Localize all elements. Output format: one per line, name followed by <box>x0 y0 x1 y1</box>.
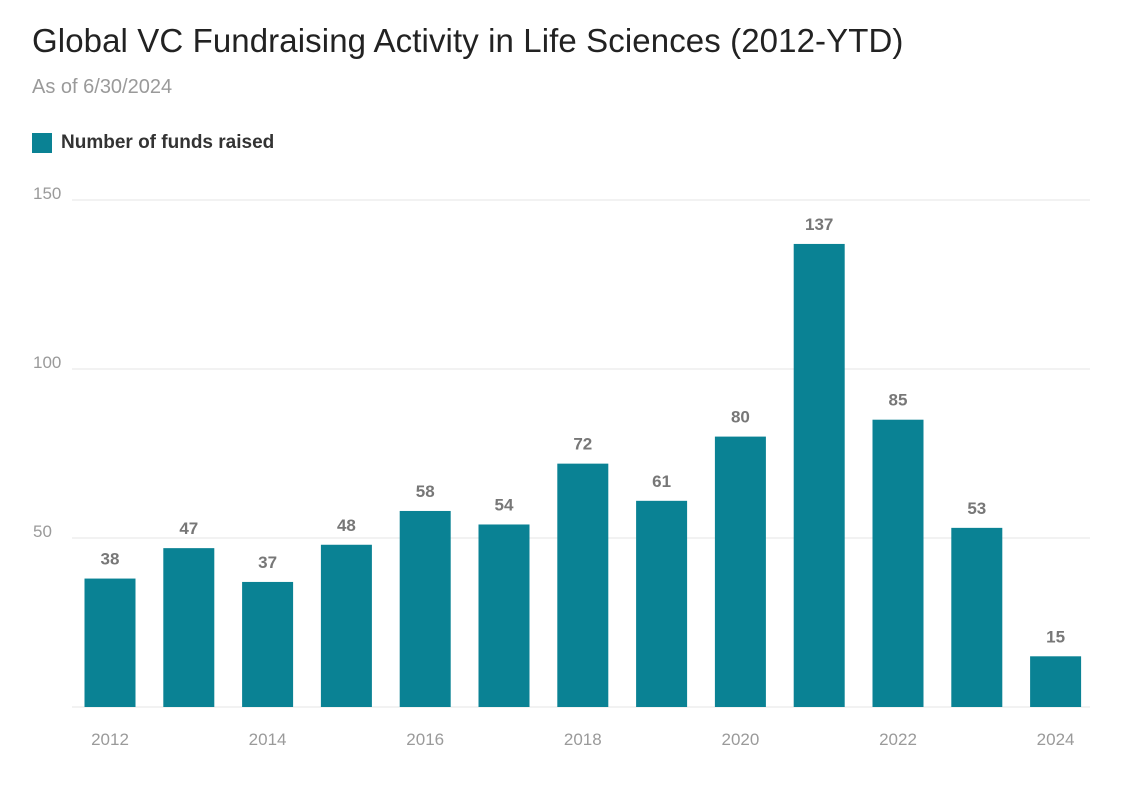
data-label: 15 <box>1046 627 1065 646</box>
bar <box>951 527 1003 707</box>
data-label: 53 <box>967 499 986 518</box>
x-tick-label: 2020 <box>721 730 759 749</box>
data-label: 58 <box>416 482 435 501</box>
x-tick-label: 2024 <box>1037 730 1075 749</box>
y-tick-label: 50 <box>33 522 52 541</box>
data-label: 47 <box>179 519 198 538</box>
x-tick-label: 2016 <box>406 730 444 749</box>
chart-subtitle: As of 6/30/2024 <box>32 76 173 98</box>
data-label: 37 <box>258 553 277 572</box>
bar <box>163 548 215 707</box>
bar <box>714 436 766 707</box>
bar <box>793 243 845 707</box>
data-label: 48 <box>337 516 356 535</box>
data-label: 72 <box>573 435 592 454</box>
bar <box>1030 656 1082 707</box>
data-label: 38 <box>101 550 120 569</box>
y-tick-label: 150 <box>33 184 61 203</box>
x-tick-label: 2022 <box>879 730 917 749</box>
data-label: 85 <box>889 391 908 410</box>
bar <box>242 581 294 707</box>
data-label: 54 <box>495 495 514 514</box>
bar <box>399 510 451 707</box>
chart-title: Global VC Fundraising Activity in Life S… <box>32 22 904 59</box>
data-label: 137 <box>805 215 833 234</box>
bar <box>872 419 924 707</box>
bar <box>478 524 530 707</box>
legend: Number of funds raised <box>32 132 274 154</box>
bar <box>557 463 609 707</box>
data-label: 80 <box>731 408 750 427</box>
x-tick-label: 2012 <box>91 730 129 749</box>
bar <box>84 578 136 707</box>
x-tick-label: 2014 <box>249 730 287 749</box>
data-label: 61 <box>652 472 671 491</box>
legend-label: Number of funds raised <box>61 132 275 153</box>
x-tick-label: 2018 <box>564 730 602 749</box>
bar <box>320 544 372 707</box>
legend-swatch <box>32 133 52 153</box>
bar <box>636 500 688 707</box>
y-tick-label: 100 <box>33 353 61 372</box>
